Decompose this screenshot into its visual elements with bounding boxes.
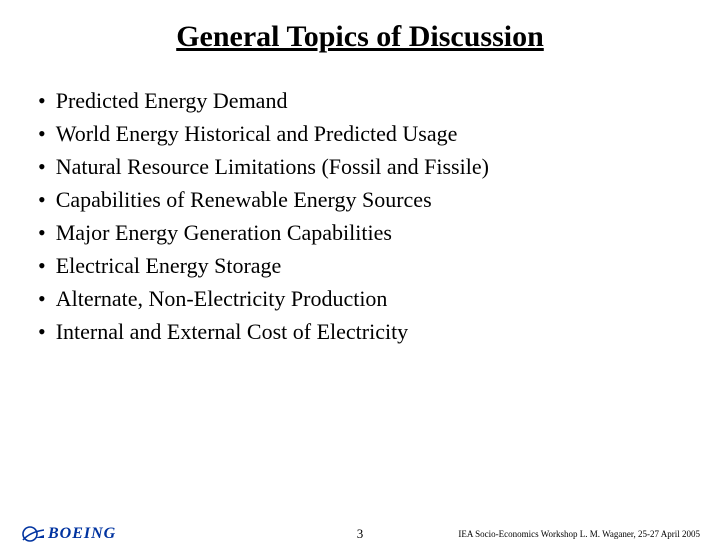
bullet-marker-icon: • (38, 249, 46, 282)
bullet-text: World Energy Historical and Predicted Us… (56, 117, 458, 150)
bullet-text: Natural Resource Limitations (Fossil and… (56, 150, 489, 183)
bullet-text: Major Energy Generation Capabilities (56, 216, 392, 249)
bullet-list: • Predicted Energy Demand • World Energy… (0, 84, 720, 348)
bullet-item: • Natural Resource Limitations (Fossil a… (38, 150, 682, 183)
bullet-text: Electrical Energy Storage (56, 249, 282, 282)
bullet-marker-icon: • (38, 84, 46, 117)
boeing-swoosh-icon (20, 522, 44, 546)
bullet-item: • Internal and External Cost of Electric… (38, 315, 682, 348)
logo: BOEING (20, 522, 116, 546)
bullet-text: Capabilities of Renewable Energy Sources (56, 183, 432, 216)
bullet-item: • World Energy Historical and Predicted … (38, 117, 682, 150)
bullet-marker-icon: • (38, 183, 46, 216)
bullet-item: • Alternate, Non-Electricity Production (38, 282, 682, 315)
bullet-item: • Electrical Energy Storage (38, 249, 682, 282)
bullet-item: • Capabilities of Renewable Energy Sourc… (38, 183, 682, 216)
bullet-item: • Major Energy Generation Capabilities (38, 216, 682, 249)
bullet-marker-icon: • (38, 216, 46, 249)
bullet-item: • Predicted Energy Demand (38, 84, 682, 117)
slide-title: General Topics of Discussion (0, 20, 720, 54)
footer: BOEING 3 IEA Socio-Economics Workshop L.… (0, 522, 720, 546)
bullet-text: Predicted Energy Demand (56, 84, 288, 117)
bullet-marker-icon: • (38, 315, 46, 348)
footer-credit: IEA Socio-Economics Workshop L. M. Wagan… (458, 529, 700, 539)
bullet-marker-icon: • (38, 282, 46, 315)
bullet-text: Internal and External Cost of Electricit… (56, 315, 408, 348)
bullet-marker-icon: • (38, 117, 46, 150)
logo-text: BOEING (48, 525, 116, 543)
bullet-text: Alternate, Non-Electricity Production (56, 282, 388, 315)
bullet-marker-icon: • (38, 150, 46, 183)
